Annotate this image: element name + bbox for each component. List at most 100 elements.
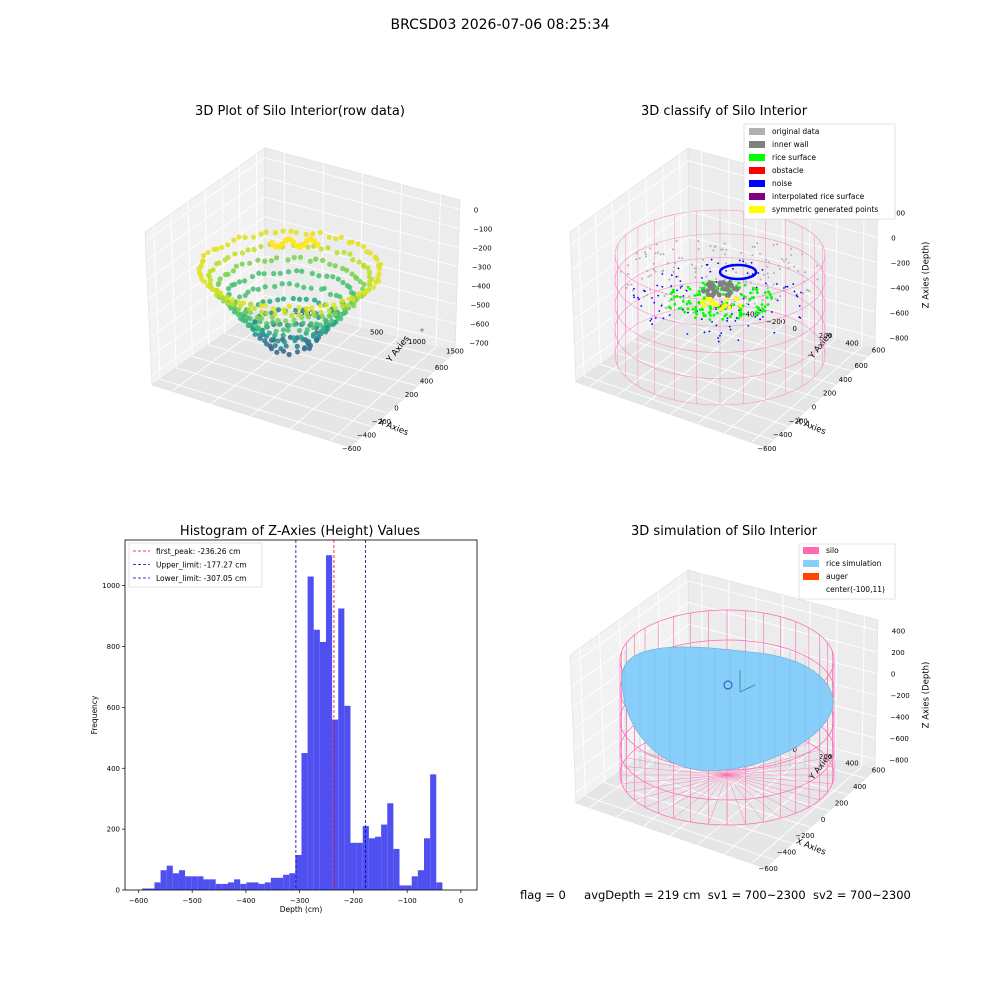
original-data-point (767, 261, 770, 264)
legend-simulation: silo rice simulation auger center(-100,11) (798, 543, 896, 600)
z-gridline (146, 176, 460, 262)
original-data-point (804, 271, 807, 274)
raw-data-point (297, 254, 304, 260)
raw-data-point (258, 302, 264, 309)
sv1-value: sv1 = 700~2300 (707, 888, 806, 902)
rice-surface-point (738, 310, 742, 314)
raw-data-point (333, 236, 339, 242)
raw-data-point (226, 300, 233, 306)
rice-surface-point (693, 294, 697, 297)
z-tick-label: −800 (889, 335, 908, 343)
raw-data-point (286, 280, 293, 287)
noise-point (700, 318, 703, 320)
original-data-point (777, 264, 780, 267)
histogram-bar (362, 826, 369, 890)
y-tick-label: 0 (793, 325, 797, 333)
raw-data-point (281, 306, 287, 313)
symmetric-point (727, 305, 732, 310)
original-data-point (690, 263, 693, 266)
original-data-point (700, 265, 703, 268)
z-gridline (145, 157, 460, 242)
histogram-bar (221, 883, 228, 890)
silo-wire (726, 774, 828, 793)
x-tick-label: 0 (394, 405, 398, 413)
z-tick-label: 400 (892, 628, 905, 636)
x-tick-label: −600 (129, 897, 148, 905)
raw-data-point (250, 286, 256, 292)
original-data-point (648, 288, 651, 291)
panel-title-simulation: 3D simulation of Silo Interior (631, 524, 817, 539)
raw-data-point (285, 269, 292, 275)
inner-wall-point (705, 288, 711, 294)
original-data-point (631, 289, 634, 292)
y-gridline (751, 346, 863, 443)
raw-data-point (214, 287, 220, 294)
z-tick-label: −600 (470, 321, 489, 329)
raw-data-point (281, 339, 288, 345)
raw-data-point (279, 281, 285, 287)
x-tick-label: 0 (821, 816, 825, 824)
y-tick-label: 1000 (408, 338, 426, 346)
z-tick-label: −200 (472, 245, 491, 253)
raw-data-point (339, 298, 345, 304)
raw-data-point (326, 313, 332, 319)
histogram-bar (313, 629, 320, 890)
original-data-point (694, 276, 697, 279)
z-tick-label: −700 (469, 340, 488, 348)
noise-point (708, 330, 711, 333)
raw-data-point (244, 314, 251, 321)
rice-surface-point (667, 305, 671, 309)
raw-data-point (286, 351, 292, 358)
original-data-point (805, 288, 808, 291)
raw-data-point (355, 241, 361, 247)
raw-data-point (340, 279, 346, 286)
x-tick-label: −200 (795, 832, 814, 840)
original-data-point (668, 299, 671, 302)
rice-surface-point (768, 293, 772, 296)
y-tick-label: 0 (116, 887, 120, 895)
z-tick-label: 0 (891, 671, 895, 679)
y-gridline (397, 184, 402, 338)
raw-data-point (325, 245, 331, 251)
original-data-point (665, 307, 668, 310)
original-data-point (782, 260, 785, 263)
original-data-point (759, 278, 762, 281)
raw-data-point (285, 257, 291, 263)
noise-point (656, 284, 659, 287)
raw-data-point (347, 284, 353, 291)
histogram-bar (301, 753, 308, 890)
raw-data-point (330, 302, 337, 308)
original-data-point (779, 267, 782, 270)
inner-wall-point (734, 286, 740, 292)
x-tick-label: −600 (342, 445, 361, 453)
rice-surface-point (700, 307, 704, 311)
plot-frame (124, 539, 478, 891)
histogram-bar (332, 719, 339, 890)
noise-point (679, 286, 682, 289)
noise-point (703, 331, 706, 334)
raw-data-point (236, 234, 242, 240)
raw-data-point (366, 282, 373, 288)
symmetric-point (723, 303, 728, 308)
rice-surface-point (717, 305, 720, 309)
original-data-point (761, 306, 764, 309)
noise-point (764, 282, 767, 285)
noise-point (728, 325, 731, 328)
raw-data-point (329, 318, 335, 324)
raw-data-point (335, 276, 341, 282)
legend-label: inner wall (772, 140, 809, 149)
z-tick-label: 0 (474, 207, 478, 215)
x-gridline (577, 225, 585, 377)
raw-data-point (349, 271, 355, 277)
raw-data-point (255, 257, 261, 263)
histogram-bar (338, 608, 345, 890)
original-data-point (708, 267, 711, 270)
legend-swatch (749, 167, 765, 174)
noise-point (644, 290, 646, 293)
raw-data-point (283, 343, 289, 349)
silo-wire (626, 774, 728, 793)
rice-surface-point (763, 309, 767, 313)
rice-surface-point (704, 314, 707, 318)
raw-data-point (219, 244, 225, 251)
rice-surface-point (737, 281, 741, 285)
